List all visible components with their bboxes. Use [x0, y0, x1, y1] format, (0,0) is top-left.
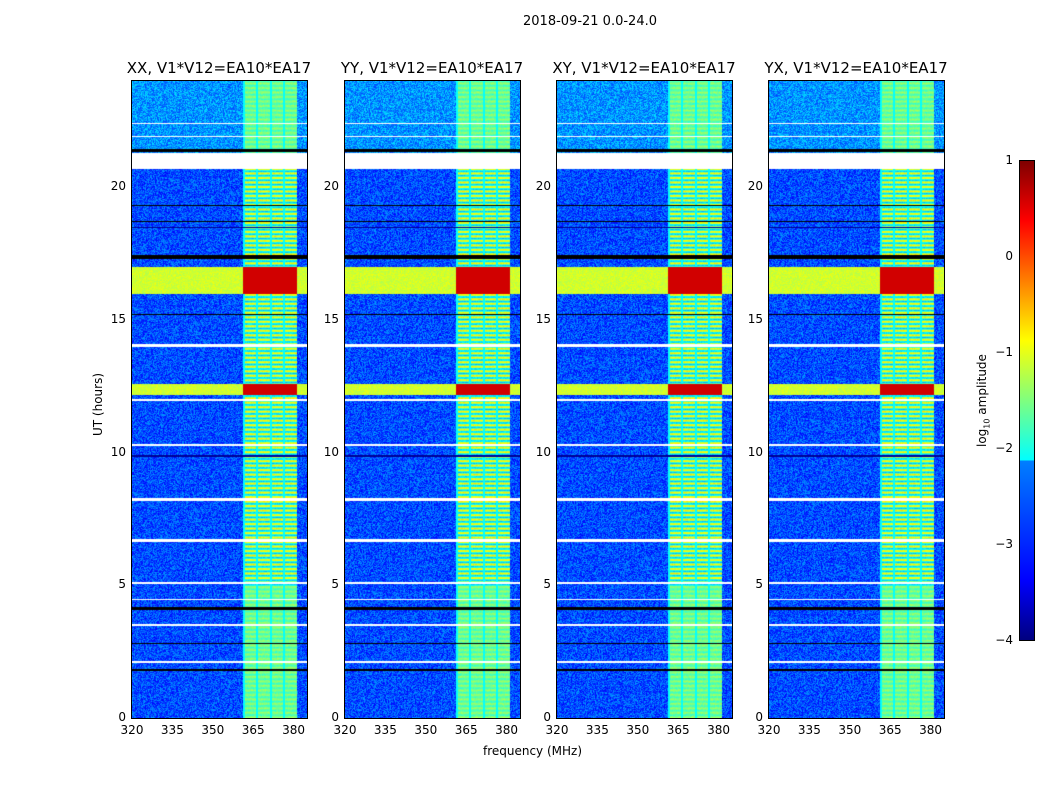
y-tick-label: 15	[323, 311, 339, 326]
x-tick-label: 335	[797, 723, 821, 737]
x-tick-label: 350	[201, 723, 225, 737]
colorbar	[1019, 160, 1035, 641]
x-tick-label: 335	[585, 723, 609, 737]
heatmap-cells	[769, 81, 944, 718]
y-tick-label: 15	[535, 311, 551, 326]
panel-title: YX, V1*V12=EA10*EA17	[764, 59, 948, 77]
x-tick-label: 365	[878, 723, 902, 737]
x-tick-label: 350	[626, 723, 650, 737]
y-tick-label: 15	[747, 311, 763, 326]
x-tick-label: 380	[495, 723, 518, 737]
x-tick-label: 335	[373, 723, 397, 737]
colorbar-tick-label: −4	[995, 633, 1013, 647]
y-tick-label: 10	[535, 444, 551, 459]
x-tick-label: 380	[919, 723, 942, 737]
y-tick-label: 10	[323, 444, 339, 459]
y-tick-label: 15	[110, 311, 126, 326]
x-tick-label: 320	[757, 723, 781, 737]
y-tick-label: 0	[331, 710, 339, 724]
y-tick-label: 20	[110, 179, 126, 194]
colorbar-tick-label: 1	[1005, 153, 1013, 167]
figure-title: 2018-09-21 0.0-24.0	[523, 14, 657, 29]
x-tick-label: 380	[707, 723, 730, 737]
y-tick-label: 5	[118, 577, 126, 592]
colorbar-tick-label: −3	[995, 537, 1013, 551]
y-tick-label: 0	[755, 710, 763, 724]
heatmap-cells	[132, 81, 307, 718]
colorbar-tick-label: −1	[995, 345, 1013, 359]
x-tick-label: 365	[666, 723, 690, 737]
x-tick-label: 320	[545, 723, 569, 737]
y-tick-label: 0	[543, 710, 551, 724]
x-tick-label: 320	[120, 723, 144, 737]
y-tick-label: 20	[747, 179, 763, 194]
panel-title: XX, V1*V12=EA10*EA17	[126, 59, 312, 77]
heatmap-panel	[131, 80, 308, 719]
heatmap-panel	[556, 80, 733, 719]
x-tick-label: 320	[333, 723, 357, 737]
panel-title: YY, V1*V12=EA10*EA17	[340, 59, 524, 77]
panel-title: XY, V1*V12=EA10*EA17	[552, 59, 736, 77]
x-axis-label: frequency (MHz)	[482, 744, 583, 758]
y-tick-label: 10	[747, 444, 763, 459]
x-tick-label: 335	[160, 723, 184, 737]
x-tick-label: 350	[414, 723, 438, 737]
colorbar-label: log10 amplitude	[975, 354, 992, 447]
heatmap-cells	[345, 81, 520, 718]
y-tick-label: 5	[543, 577, 551, 592]
x-tick-label: 365	[454, 723, 478, 737]
y-tick-label: 5	[331, 577, 339, 592]
y-tick-label: 20	[323, 179, 339, 194]
x-tick-label: 350	[838, 723, 862, 737]
x-tick-label: 380	[282, 723, 305, 737]
y-axis-label: UT (hours)	[91, 372, 105, 436]
y-tick-label: 0	[118, 710, 126, 724]
colorbar-tick-label: −2	[995, 441, 1013, 455]
y-tick-label: 20	[535, 179, 551, 194]
colorbar-tick-label: 0	[1005, 249, 1013, 263]
heatmap-panel	[344, 80, 521, 719]
x-tick-label: 365	[241, 723, 265, 737]
heatmap-cells	[557, 81, 732, 718]
y-tick-label: 10	[110, 444, 126, 459]
heatmap-panel	[768, 80, 945, 719]
y-tick-label: 5	[755, 577, 763, 592]
